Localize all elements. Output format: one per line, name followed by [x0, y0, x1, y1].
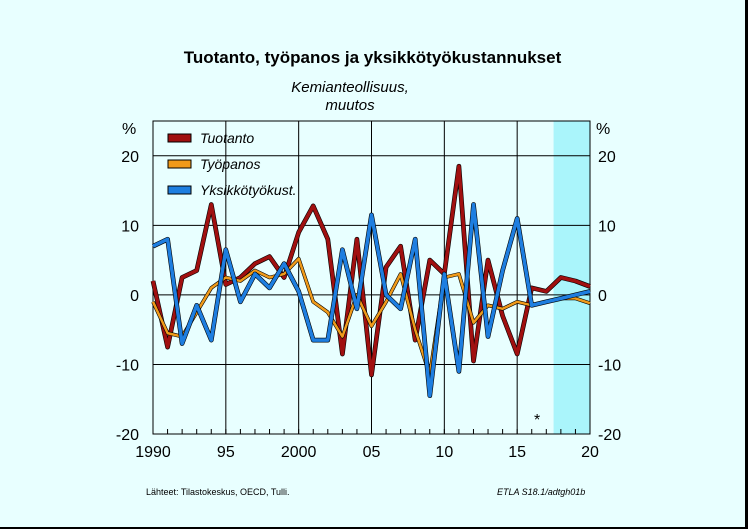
legend: Tuotanto Työpanos Yksikkötyökust. [167, 130, 296, 198]
legend-label: Yksikkötyökust. [200, 182, 296, 198]
axis-ticks: 1990 95 2000 05 10 15 20 20 20 10 10 0 0 -10 -10 -20 -20 [116, 149, 621, 461]
series-lines [150, 163, 591, 399]
y-tick-label-left: 0 [130, 288, 139, 305]
legend-label: Tuotanto [200, 130, 254, 146]
x-tick-label: 10 [435, 444, 453, 461]
chart-code: ETLA S18.1/adtgh01b [497, 487, 586, 497]
y-tick-label-left: 20 [121, 149, 139, 166]
legend-swatch [167, 185, 192, 195]
y-tick-label-right: -10 [598, 357, 621, 374]
y-axis-unit-left: % [122, 121, 136, 138]
y-tick-label-left: 10 [121, 218, 139, 235]
series-line [151, 164, 591, 377]
forecast-marker: * [534, 412, 540, 429]
x-tick-label: 05 [363, 444, 381, 461]
x-tick-label: 20 [581, 444, 599, 461]
series-line [152, 202, 591, 398]
x-tick-label: 95 [217, 444, 235, 461]
y-tick-label-right: 0 [598, 288, 607, 305]
sources-note: Lähteet: Tilastokeskus, OECD, Tulli. [146, 487, 290, 497]
legend-swatch [167, 133, 192, 143]
x-tick-label: 2000 [281, 444, 317, 461]
chart-subtitle-line-1: Kemianteollisuus, [291, 79, 409, 96]
y-tick-label-left: -10 [116, 357, 139, 374]
chart-subtitle-line-2: muutos [325, 97, 375, 114]
legend-label: Työpanos [200, 156, 260, 172]
y-tick-label-right: 10 [598, 218, 616, 235]
y-tick-label-left: -20 [116, 427, 139, 444]
chart-title: Tuotanto, työpanos ja yksikkötyökustannu… [183, 48, 562, 67]
y-tick-label-right: 20 [598, 149, 616, 166]
legend-swatch [167, 159, 192, 169]
y-tick-label-right: -20 [598, 427, 621, 444]
series-line [151, 257, 591, 377]
x-tick-label: 15 [508, 444, 526, 461]
y-axis-unit-right: % [596, 121, 610, 138]
x-tick-label: 1990 [135, 444, 171, 461]
